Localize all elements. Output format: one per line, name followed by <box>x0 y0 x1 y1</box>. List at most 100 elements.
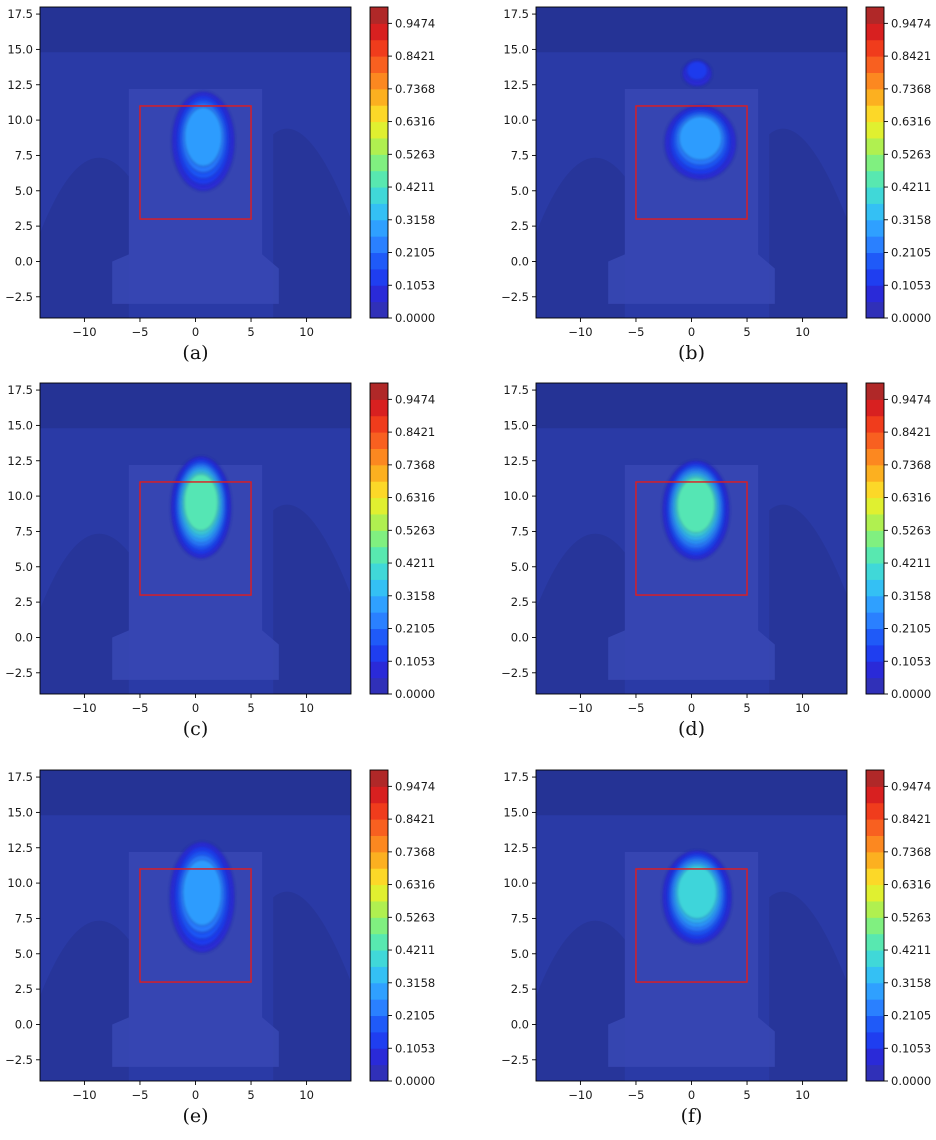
colorbar-tick-label: 0.7368 <box>891 458 931 472</box>
plot-area <box>536 7 847 318</box>
y-tick-label: 17.5 <box>7 7 33 21</box>
colorbar-segment <box>370 999 388 1017</box>
x-tick-label: 5 <box>247 325 254 339</box>
y-tick-label: 10.0 <box>503 113 529 127</box>
colorbar-segment <box>866 868 884 886</box>
colorbar-tick-label: 0.5263 <box>395 523 435 537</box>
sky-band <box>40 383 351 429</box>
colorbar-tick-label: 0.6316 <box>891 115 931 129</box>
chart-panel: −10 −5 0 5 10 −2.5 0.0 2.5 5.0 7.5 10.0 12.5 15.0 17.… <box>501 769 931 1127</box>
colorbar-segment <box>866 56 884 73</box>
colorbar-segment <box>866 39 884 57</box>
colorbar-tick-label: 0.5263 <box>395 147 435 161</box>
plot-area <box>40 7 351 318</box>
colorbar-tick-label: 0.2105 <box>395 1009 435 1023</box>
colorbar-tick-label: 0.4211 <box>891 943 931 957</box>
x-tick-label: 5 <box>247 1088 254 1102</box>
colorbar-tick-label: 0.7368 <box>395 458 435 472</box>
y-tick-label: 0.0 <box>15 1017 33 1031</box>
colorbar-segment <box>866 399 884 417</box>
y-tick-label: −2.5 <box>5 666 33 680</box>
colorbar-tick-label: 0.3158 <box>395 589 435 603</box>
subfigure-caption: (d) <box>678 718 705 740</box>
x-tick-label: −5 <box>627 1088 644 1102</box>
colorbar-segment <box>370 23 388 41</box>
y-tick-label: 0.0 <box>511 630 529 644</box>
y-tick-label: 5.0 <box>511 184 529 198</box>
colorbar-tick-label: 0.1053 <box>395 1041 435 1055</box>
y-tick-label: 0.0 <box>15 254 33 268</box>
colorbar-segment <box>370 612 388 630</box>
colorbar-segment <box>370 464 388 482</box>
colorbar-tick-label: 0.0000 <box>891 1074 931 1088</box>
sky-band <box>40 7 351 53</box>
scene-shadow-left <box>536 533 625 694</box>
colorbar-segment <box>370 933 388 951</box>
x-tick-label: 0 <box>192 325 199 339</box>
colorbar-segment <box>866 72 884 90</box>
colorbar-segment <box>866 121 884 139</box>
colorbar-segment <box>370 399 388 417</box>
colorbar-segment <box>866 252 884 270</box>
scene-shadow-right <box>769 128 847 318</box>
colorbar-segment <box>866 579 884 597</box>
colorbar-segment <box>866 432 884 449</box>
colorbar-tick-label: 0.6316 <box>891 878 931 892</box>
y-tick-label: 10.0 <box>7 113 33 127</box>
marker-silhouette <box>608 464 775 680</box>
colorbar-tick-label: 0.3158 <box>891 213 931 227</box>
sky-band <box>536 383 847 429</box>
colorbar-segment <box>866 546 884 564</box>
colorbar-segment <box>866 383 884 400</box>
colorbar-tick-label: 0.9474 <box>395 779 435 793</box>
scene-shadow-left <box>536 157 625 318</box>
x-tick-label: 10 <box>299 325 314 339</box>
colorbar-segment <box>370 563 388 580</box>
x-tick-label: 10 <box>299 1088 314 1102</box>
marker-silhouette <box>112 88 279 304</box>
colorbar-segment <box>370 950 388 967</box>
chart-panel: −10 −5 0 5 10 −2.5 0.0 2.5 5.0 7.5 10.0 12.5 15.0 17.… <box>501 6 931 364</box>
colorbar-segment <box>370 268 388 286</box>
y-tick-label: 10.0 <box>503 489 529 503</box>
x-tick-label: −10 <box>72 325 96 339</box>
colorbar-segment <box>370 1064 388 1082</box>
y-tick-label: 17.5 <box>7 383 33 397</box>
colorbar-tick-label: 0.0000 <box>891 687 931 701</box>
colorbar-segment <box>866 154 884 172</box>
subfigure-caption: (e) <box>182 1105 208 1127</box>
y-tick-label: 15.0 <box>7 42 33 56</box>
x-tick-label: −10 <box>72 1088 96 1102</box>
colorbar-segment <box>866 236 884 254</box>
y-tick-label: −2.5 <box>501 666 529 680</box>
colorbar-segment <box>370 154 388 172</box>
colorbar-segment <box>866 1064 884 1082</box>
y-tick-label: 7.5 <box>511 911 529 925</box>
colorbar-segment <box>866 595 884 613</box>
colorbar-segment <box>866 187 884 204</box>
y-tick-label: 15.0 <box>503 418 529 432</box>
colorbar-segment <box>370 819 388 836</box>
detection-box <box>139 481 252 596</box>
colorbar-segment <box>370 1048 388 1066</box>
scene-shadow-left <box>40 533 129 694</box>
x-tick-label: 5 <box>743 325 750 339</box>
colorbar-segment <box>866 7 884 24</box>
marker-silhouette <box>112 851 279 1067</box>
colorbar-tick-label: 0.0000 <box>395 1074 435 1088</box>
x-tick-label: 0 <box>688 701 695 715</box>
subfigure-caption: (a) <box>182 342 208 364</box>
colorbar-tick-label: 0.8421 <box>891 812 931 826</box>
colorbar-tick-label: 0.2105 <box>395 246 435 260</box>
colorbar-tick-label: 0.5263 <box>395 910 435 924</box>
colorbar-tick-label: 0.7368 <box>891 845 931 859</box>
y-tick-label: 2.5 <box>511 982 529 996</box>
colorbar-tick-label: 0.6316 <box>395 115 435 129</box>
colorbar-segment <box>370 415 388 433</box>
y-tick-label: −2.5 <box>5 1053 33 1067</box>
colorbar-segment <box>370 917 388 935</box>
colorbar-segment <box>866 884 884 902</box>
colorbar-segment <box>866 851 884 869</box>
colorbar-tick-label: 0.1053 <box>395 654 435 668</box>
colorbar-segment <box>370 802 388 820</box>
